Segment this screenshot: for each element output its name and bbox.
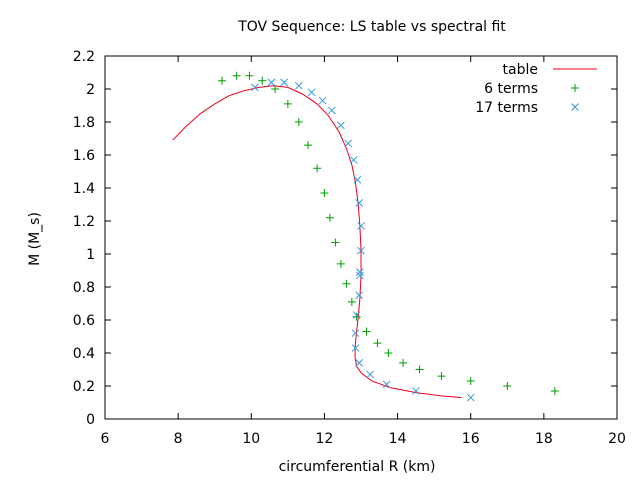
series-table <box>172 85 462 399</box>
chart-title: TOV Sequence: LS table vs spectral fit <box>237 19 506 35</box>
data-point-17-terms <box>357 222 365 230</box>
data-point-6-terms <box>437 372 446 381</box>
data-point-17-terms <box>356 268 364 277</box>
y-tick-label: 0.4 <box>73 346 95 362</box>
data-point-6-terms <box>331 238 340 247</box>
data-point-17-terms <box>382 380 391 389</box>
data-point-6-terms <box>466 377 475 386</box>
data-point-17-terms <box>280 78 289 87</box>
data-point-6-terms <box>550 386 559 395</box>
data-point-17-terms <box>352 311 361 319</box>
series-layer <box>172 71 559 402</box>
y-tick-label: 1.8 <box>73 115 95 131</box>
legend-label: 6 terms <box>484 81 538 97</box>
data-point-17-terms <box>355 198 364 207</box>
data-point-17-terms <box>466 393 475 402</box>
legend-swatch-plus <box>571 84 579 92</box>
data-point-6-terms <box>303 141 312 150</box>
x-tick-label: 20 <box>608 431 626 447</box>
data-point-17-terms <box>412 387 420 395</box>
data-point-6-terms <box>271 85 280 93</box>
data-point-17-terms <box>355 359 364 367</box>
data-point-17-terms <box>366 370 374 379</box>
y-tick-label: 0.8 <box>73 280 95 296</box>
data-point-6-terms <box>232 71 241 80</box>
data-point-6-terms <box>320 188 329 197</box>
plot-area-frame <box>104 55 618 420</box>
x-tick-label: 12 <box>316 431 334 447</box>
data-point-6-terms <box>313 164 322 173</box>
x-tick-label: 10 <box>242 431 260 447</box>
data-point-17-terms <box>353 175 362 184</box>
y-axis-ticks: 0 0.2 0.4 0.6 0.8 1 1.2 1.4 1.6 1.8 2 2.2 <box>73 49 617 428</box>
legend-label: 17 terms <box>475 100 538 116</box>
y-tick-label: 0 <box>86 412 95 428</box>
data-point-17-terms <box>344 139 353 148</box>
data-point-17-terms <box>356 271 364 280</box>
series-17-terms <box>251 78 475 402</box>
y-tick-label: 1.4 <box>73 181 95 197</box>
data-point-6-terms <box>283 99 292 108</box>
data-point-17-terms <box>318 96 327 105</box>
data-point-6-terms <box>399 358 408 367</box>
data-point-6-terms <box>384 349 393 357</box>
x-tick-label: 14 <box>389 431 407 447</box>
data-point-6-terms <box>373 339 382 348</box>
legend-swatch-cross <box>571 103 579 111</box>
y-tick-label: 1.6 <box>73 148 95 164</box>
data-point-6-terms <box>325 213 334 222</box>
data-point-17-terms <box>327 106 336 115</box>
data-point-6-terms <box>258 76 267 85</box>
data-point-6-terms <box>218 76 227 85</box>
legend-label: table <box>503 62 538 78</box>
data-point-6-terms <box>503 382 512 390</box>
data-point-17-terms <box>307 88 316 97</box>
data-point-17-terms <box>349 156 358 164</box>
data-point-17-terms <box>351 329 360 338</box>
data-point-6-terms <box>336 259 345 268</box>
x-tick-label: 16 <box>462 431 480 447</box>
data-point-6-terms <box>352 312 361 321</box>
x-tick-label: 8 <box>174 431 183 447</box>
data-point-6-terms <box>347 297 356 306</box>
data-point-17-terms <box>357 246 365 255</box>
y-tick-label: 0.6 <box>73 313 95 329</box>
y-tick-label: 1 <box>86 247 95 263</box>
x-tick-label: 18 <box>535 431 553 447</box>
x-tick-label: 6 <box>101 431 110 447</box>
x-axis-ticks: 6 8 10 12 14 16 18 20 <box>101 56 626 447</box>
data-point-6-terms <box>245 71 254 80</box>
data-point-17-terms <box>351 344 360 352</box>
data-point-6-terms <box>342 279 351 288</box>
series-6-terms <box>218 71 559 395</box>
data-point-6-terms <box>294 118 303 126</box>
data-point-17-terms <box>337 121 345 130</box>
data-point-17-terms <box>251 83 259 92</box>
data-point-17-terms <box>267 78 276 87</box>
y-tick-label: 2 <box>86 82 95 98</box>
y-tick-label: 2.2 <box>73 49 95 65</box>
data-point-17-terms <box>355 291 364 300</box>
series-line-table <box>172 85 462 399</box>
x-axis-label: circumferential R (km) <box>279 459 436 475</box>
y-axis-label: M (M_s) <box>27 212 43 266</box>
y-tick-label: 1.2 <box>73 214 95 230</box>
data-point-6-terms <box>362 327 371 336</box>
y-tick-label: 0.2 <box>73 379 95 395</box>
data-point-17-terms <box>294 81 303 90</box>
data-point-6-terms <box>415 365 424 374</box>
legend: table 6 terms 17 terms <box>475 62 597 116</box>
